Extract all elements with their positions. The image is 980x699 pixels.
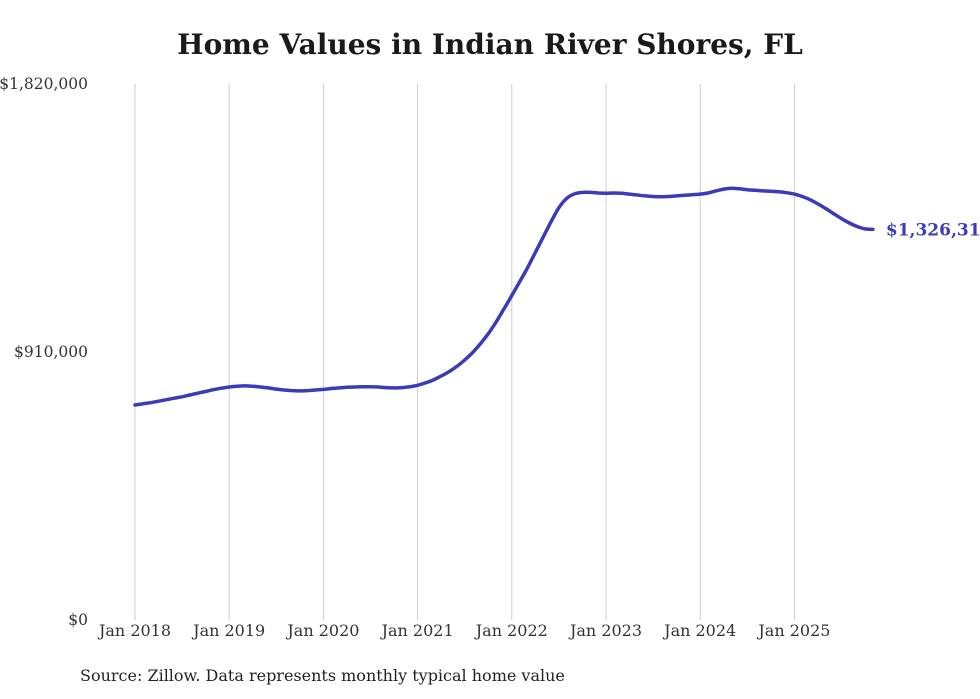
- x-axis-tick-label: Jan 2020: [285, 621, 359, 640]
- source-note: Source: Zillow. Data represents monthly …: [80, 666, 565, 685]
- series-end-value-label: $1,326,316: [886, 220, 980, 240]
- y-axis-tick-label: $0: [68, 611, 88, 629]
- x-axis-tick-label: Jan 2021: [380, 621, 454, 640]
- chart-title: Home Values in Indian River Shores, FL: [177, 28, 803, 61]
- y-axis-tick-label: $910,000: [14, 343, 88, 361]
- x-axis-tick-label: Jan 2022: [474, 621, 548, 640]
- x-axis-tick-label: Jan 2025: [756, 621, 830, 640]
- x-axis-tick-label: Jan 2023: [568, 621, 642, 640]
- x-axis-tick-label: Jan 2018: [97, 621, 171, 640]
- x-axis-tick-label: Jan 2019: [191, 621, 265, 640]
- home-value-series-line: [133, 186, 875, 407]
- x-axis-tick-label: Jan 2024: [662, 621, 736, 640]
- y-axis-tick-label: $1,820,000: [0, 75, 88, 93]
